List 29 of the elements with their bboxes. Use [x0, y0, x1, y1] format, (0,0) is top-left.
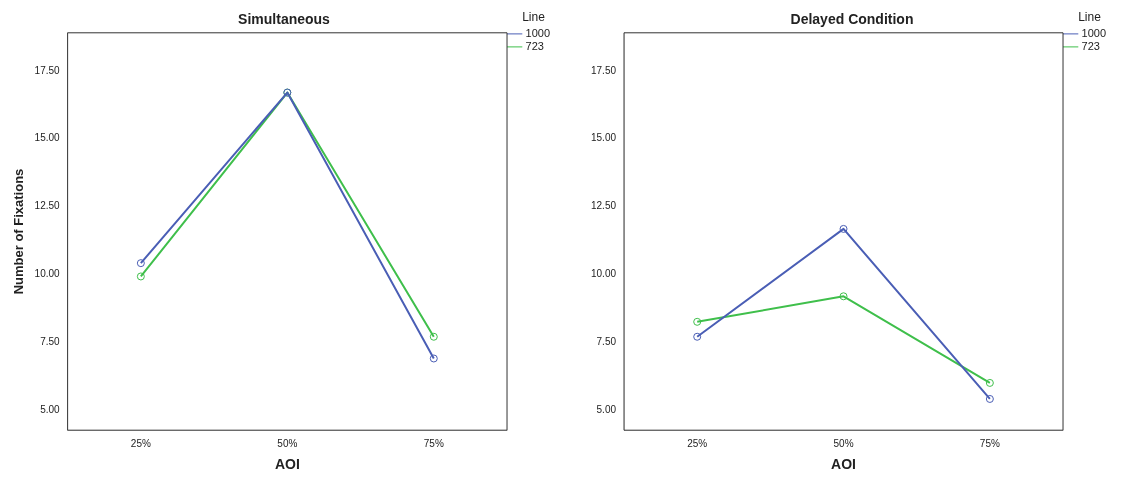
y-axis-title: Number of Fixations [11, 168, 27, 295]
chart-title: Delayed Condition [790, 11, 914, 28]
y-tick-label: 12.50 [34, 200, 61, 212]
x-tick-label: 25% [130, 437, 151, 449]
legend-label: 723 [1081, 39, 1100, 52]
y-tick-label: 12.50 [590, 200, 617, 212]
legend-label: 1000 [1081, 26, 1107, 39]
y-tick-label: 10.00 [590, 268, 617, 280]
y-tick-label: 7.50 [40, 336, 61, 348]
x-tick-label: 75% [423, 437, 444, 449]
legend-title: Line [522, 10, 546, 25]
y-tick-label: 5.00 [40, 404, 61, 416]
y-tick-label: 17.50 [34, 64, 61, 76]
x-tick-label: 50% [833, 437, 854, 449]
x-tick-label: 25% [687, 437, 708, 449]
x-tick-label: 75% [979, 437, 1000, 449]
legend-label: 723 [525, 39, 544, 52]
y-tick-label: 15.00 [590, 132, 617, 144]
y-tick-label: 17.50 [590, 64, 617, 76]
y-tick-label: 10.00 [34, 268, 61, 280]
y-tick-label: 15.00 [34, 132, 61, 144]
legend-title: Line [1078, 10, 1102, 25]
chart-title: Simultaneous [238, 11, 331, 28]
x-axis-title: AOI [274, 456, 300, 473]
y-tick-label: 5.00 [596, 404, 617, 416]
y-tick-label: 7.50 [596, 336, 617, 348]
x-tick-label: 50% [277, 437, 298, 449]
x-axis-title: AOI [831, 456, 856, 473]
legend-label: 1000 [525, 26, 551, 39]
